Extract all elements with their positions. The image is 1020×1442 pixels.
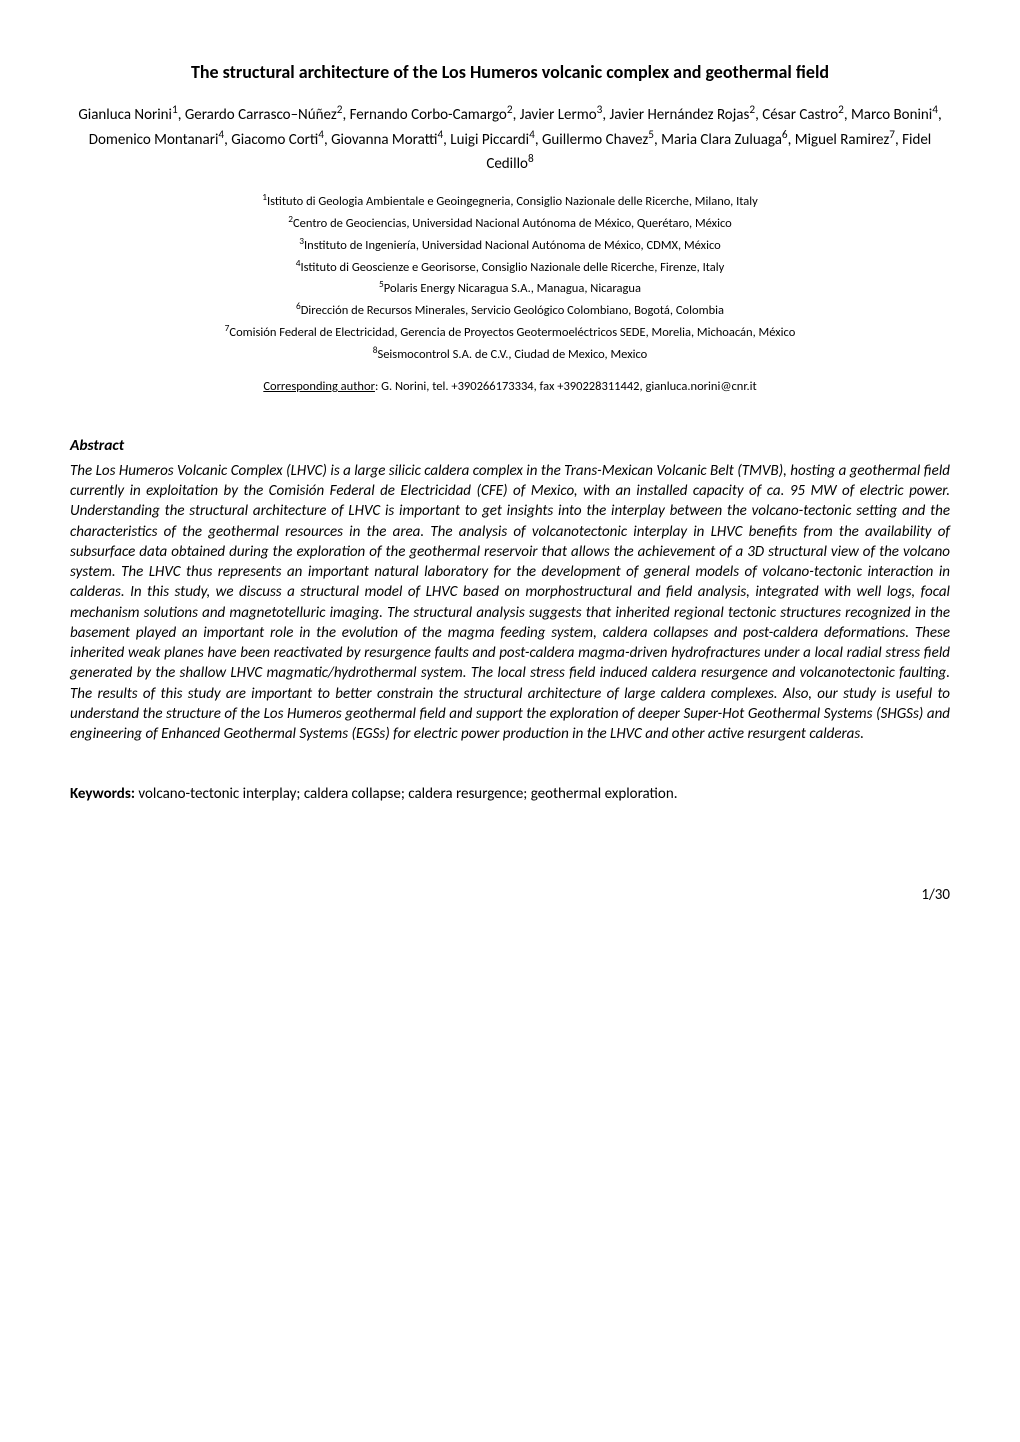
affiliation-text: Instituto de Ingeniería, Universidad Nac… (304, 238, 721, 253)
affiliation-8: 8Seismocontrol S.A. de C.V., Ciudad de M… (70, 343, 950, 365)
affiliation-text: Seismocontrol S.A. de C.V., Ciudad de Me… (377, 347, 647, 362)
abstract-body: The Los Humeros Volcanic Complex (LHVC) … (70, 461, 950, 745)
keywords-text: volcano-tectonic interplay; caldera coll… (135, 785, 678, 803)
paper-title: The structural architecture of the Los H… (70, 60, 950, 84)
affiliation-text: Dirección de Recursos Minerales, Servici… (301, 303, 724, 318)
affiliation-text: Centro de Geociencias, Universidad Nacio… (293, 216, 732, 231)
affiliation-text: Istituto di Geologia Ambientale e Geoing… (267, 194, 758, 209)
affiliation-5: 5Polaris Energy Nicaragua S.A., Managua,… (70, 277, 950, 299)
affiliation-3: 3Instituto de Ingeniería, Universidad Na… (70, 234, 950, 256)
affiliation-6: 6Dirección de Recursos Minerales, Servic… (70, 299, 950, 321)
affiliation-2: 2Centro de Geociencias, Universidad Naci… (70, 212, 950, 234)
corresponding-author: Corresponding author: G. Norini, tel. +3… (70, 379, 950, 396)
affiliations-block: 1Istituto di Geologia Ambientale e Geoin… (70, 190, 950, 365)
keywords-line: Keywords: volcano-tectonic interplay; ca… (70, 784, 950, 804)
affiliation-4: 4Istituto di Geoscienze e Georisorse, Co… (70, 256, 950, 278)
corresponding-label: Corresponding author (263, 379, 375, 394)
affiliation-1: 1Istituto di Geologia Ambientale e Geoin… (70, 190, 950, 212)
affiliation-7: 7Comisión Federal de Electricidad, Geren… (70, 321, 950, 343)
corresponding-text: : G. Norini, tel. +390266173334, fax +39… (375, 379, 757, 394)
page-number: 1/30 (70, 885, 950, 905)
affiliation-text: Polaris Energy Nicaragua S.A., Managua, … (384, 282, 641, 297)
keywords-label: Keywords: (70, 785, 135, 803)
affiliation-text: Istituto di Geoscienze e Georisorse, Con… (300, 260, 724, 275)
author-list: Gianluca Norini1, Gerardo Carrasco–Núñez… (70, 102, 950, 176)
affiliation-text: Comisión Federal de Electricidad, Gerenc… (229, 325, 795, 340)
abstract-heading: Abstract (70, 436, 950, 457)
